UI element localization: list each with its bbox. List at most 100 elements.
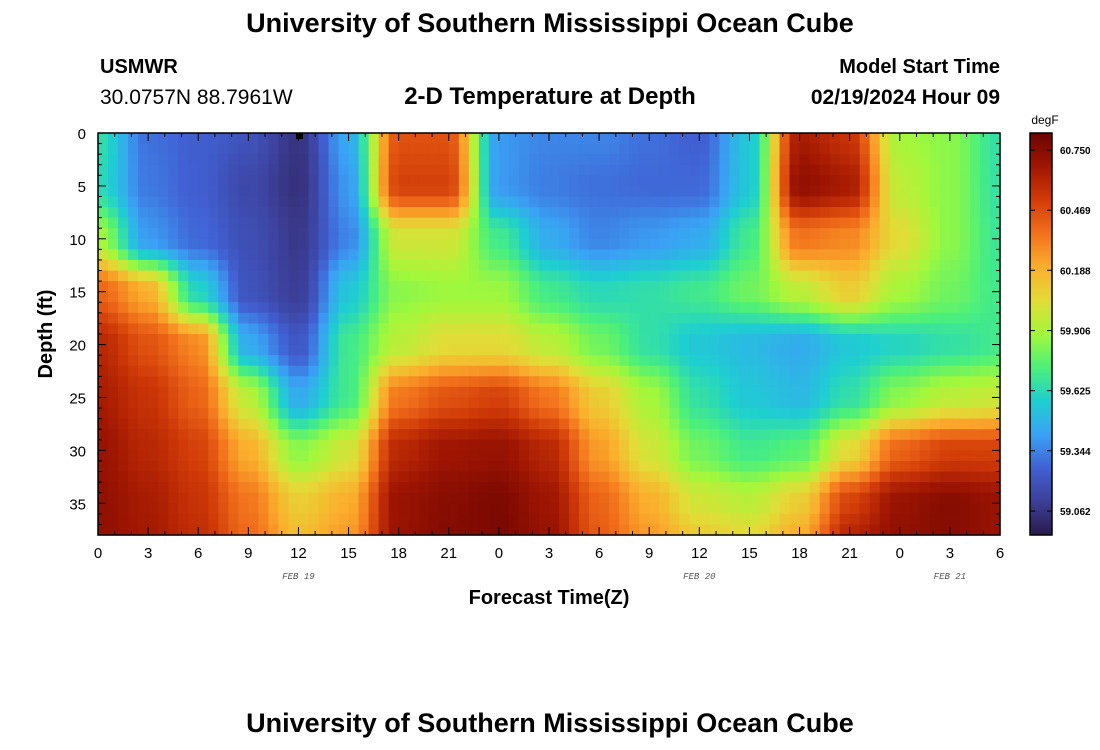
heatmap-cell [348,291,360,303]
heatmap-cell [949,302,961,314]
heatmap-cell [208,154,219,166]
heatmap-cell [819,365,831,377]
heatmap-cell [128,418,139,430]
heatmap-cell [889,397,901,409]
heatmap-cell [809,344,821,356]
heatmap-cell [989,344,1001,356]
heatmap-cell [939,386,951,399]
heatmap-cell [128,154,139,166]
heatmap-cell [559,238,570,250]
heatmap-cell [448,154,460,166]
heatmap-cell [278,513,290,526]
heatmap-cell [709,513,720,526]
heatmap-cell [178,450,189,462]
heatmap-cell [569,249,580,261]
heatmap-cell [949,196,961,208]
heatmap-cell [378,207,390,219]
heatmap-cell [579,492,590,504]
heatmap-cell [328,196,340,208]
heatmap-cell [218,513,229,526]
heatmap-cell [198,154,209,166]
heatmap-cell [709,323,720,335]
heatmap-cell [909,196,921,208]
heatmap-cell [518,408,530,420]
heatmap-cell [208,196,219,208]
heatmap-cell [438,185,450,198]
heatmap-cell [218,429,229,441]
heatmap-cell [108,270,119,282]
heatmap-cell [609,397,620,409]
heatmap-cell [398,524,410,536]
heatmap-cell [989,207,1001,219]
heatmap-cell [98,175,109,187]
heatmap-cell [298,143,310,155]
heatmap-cell [549,386,560,399]
heatmap-cell [779,196,791,208]
heatmap-cell [609,270,620,282]
heatmap-cell [639,133,650,145]
heatmap-cell [188,302,199,314]
heatmap-cell [609,503,620,515]
heatmap-cell [418,355,430,367]
heatmap-cell [789,418,801,430]
x-tick-label: 3 [144,545,152,562]
heatmap-cell [418,386,430,399]
heatmap-cell [919,344,931,356]
heatmap-cell [378,344,390,356]
heatmap-cell [969,312,981,325]
heatmap-cell [959,513,971,526]
heatmap-cell [839,334,851,346]
heatmap-cell [849,323,861,335]
heatmap-cell [859,471,871,483]
heatmap-cell [599,196,610,208]
heatmap-cell [178,302,189,314]
heatmap-cell [308,228,320,240]
heatmap-cell [358,408,370,420]
heatmap-cell [769,482,781,494]
heatmap-cell [468,175,480,187]
heatmap-cell [238,154,249,166]
heatmap-cell [659,492,670,504]
heatmap-cell [328,259,340,272]
heatmap-cell [759,259,771,272]
heatmap-cell [749,460,761,473]
heatmap-cell [128,492,139,504]
heatmap-cell [579,312,590,325]
heatmap-cell [909,460,921,473]
heatmap-cell [739,344,751,356]
heatmap-cell [448,207,460,219]
heatmap-cell [959,312,971,325]
heatmap-cell [238,228,249,240]
heatmap-cell [178,175,189,187]
heatmap-cell [719,238,730,250]
heatmap-cell [749,376,761,388]
heatmap-cell [98,482,109,494]
heatmap-cell [709,217,720,229]
heatmap-cell [889,281,901,293]
heatmap-cell [699,450,710,462]
heatmap-cell [849,482,861,494]
heatmap-cell [719,429,730,441]
heatmap-cell [328,344,340,356]
heatmap-cell [438,408,450,420]
heatmap-cell [789,249,801,261]
heatmap-cell [849,376,861,388]
heatmap-cell [809,450,821,462]
heatmap-cell [799,164,811,176]
heatmap-cell [799,143,811,155]
heatmap-cell [649,238,660,250]
heatmap-cell [128,228,139,240]
heatmap-cell [338,196,350,208]
heatmap-cell [278,471,290,483]
heatmap-cell [699,376,710,388]
heatmap-cell [488,376,500,388]
heatmap-cell [909,185,921,198]
heatmap-cell [418,217,430,229]
heatmap-cell [869,302,881,314]
heatmap-cell [619,355,630,367]
heatmap-cell [829,429,841,441]
heatmap-cell [789,207,801,219]
heatmap-cell [458,439,470,451]
heatmap-cell [518,460,530,473]
heatmap-cell [438,376,450,388]
